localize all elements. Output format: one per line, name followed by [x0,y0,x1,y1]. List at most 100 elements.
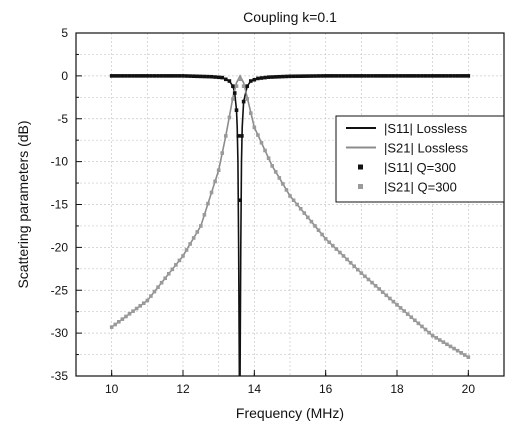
data-point [355,267,360,272]
data-point [341,74,346,78]
data-point [220,151,225,155]
data-point [291,198,296,203]
data-point [206,74,210,79]
data-point [409,315,414,319]
data-point [134,74,139,78]
data-point [159,280,164,285]
data-point [413,318,417,323]
data-point [331,243,335,248]
data-point [448,74,453,78]
data-point [113,74,118,78]
data-point [166,271,171,276]
axis-ticks: 10 12 14 16 18 20 5 0 -5 -10 -15 -20 -25 -30 -35 [51,26,476,396]
data-point [388,74,392,78]
data-point [320,74,324,78]
data-point [124,74,128,78]
data-point [413,74,417,78]
data-point [327,74,332,78]
data-point [430,74,435,78]
data-point [213,179,217,184]
x-tick-label: 12 [176,382,190,396]
data-point [202,212,207,217]
data-point [405,312,410,316]
legend-swatch [358,164,363,170]
data-point [277,176,282,180]
data-point [231,97,235,101]
data-point [138,74,142,78]
data-point [466,355,471,359]
data-point [366,74,371,78]
data-point [352,264,356,269]
data-point [191,236,196,240]
data-point [448,344,453,349]
data-point [409,74,414,78]
data-point [149,74,153,78]
data-point [459,351,463,355]
data-point [313,74,317,78]
data-point [395,74,399,78]
data-point [188,242,192,246]
data-point [441,340,446,344]
x-tick-label: 14 [248,382,262,396]
data-point [380,74,385,78]
data-point [241,99,246,104]
data-point [138,304,142,308]
data-point [224,134,228,138]
data-point [452,346,456,351]
data-point [149,294,153,298]
data-point [420,74,424,78]
data-point [206,201,210,206]
data-point [302,74,307,78]
legend-label: |S11| Lossless [384,121,468,136]
y-tick-label: -5 [57,112,68,126]
data-point [177,74,182,78]
data-point [281,182,285,186]
data-point [188,74,192,78]
data-point [256,76,260,81]
data-point [345,74,349,78]
data-point [377,74,381,78]
data-point [441,74,446,78]
data-point [113,322,118,327]
data-point [452,74,456,78]
data-point [384,74,389,78]
data-point [309,219,314,224]
data-point [117,74,121,78]
data-point [170,74,175,78]
x-tick-label: 18 [390,382,404,396]
data-point [181,254,185,258]
data-point [363,274,367,279]
data-point [195,74,200,79]
data-point [163,276,167,281]
data-point [402,309,406,313]
data-point [117,320,121,324]
data-point [238,77,242,82]
data-point [291,74,296,79]
y-tick-label: -35 [51,369,69,383]
data-point [455,74,460,78]
data-point [240,134,244,138]
data-point [134,306,139,311]
data-point [166,74,171,78]
legend: |S11| Lossless |S21| Lossless |S11| Q=300 |… [335,115,505,203]
y-tick-label: 5 [61,26,68,40]
data-point [359,74,364,78]
series-3 [109,74,471,203]
data-point [323,237,328,241]
data-point [363,74,367,78]
data-point [248,79,253,83]
data-point [256,133,260,137]
data-point [284,74,289,79]
data-point [334,247,339,251]
data-point [373,74,378,78]
data-point [184,248,189,252]
data-point [334,74,339,78]
data-point [427,74,431,78]
data-point [316,228,321,233]
data-point [227,79,232,83]
data-point [284,188,289,192]
data-point [341,254,346,258]
data-point [352,74,356,78]
data-point [455,348,460,353]
